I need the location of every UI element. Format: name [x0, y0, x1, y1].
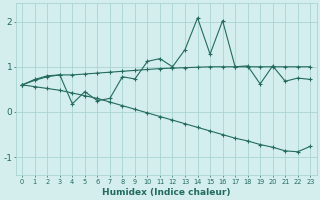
X-axis label: Humidex (Indice chaleur): Humidex (Indice chaleur) [102, 188, 230, 197]
